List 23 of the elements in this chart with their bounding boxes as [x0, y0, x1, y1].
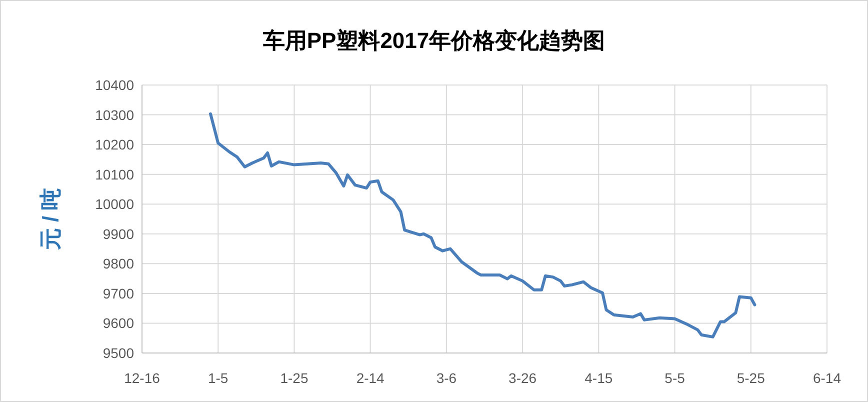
- y-tick-label: 10300: [95, 106, 134, 123]
- x-tick-label: 5-5: [664, 370, 686, 386]
- x-tick-label: 2-14: [356, 370, 385, 386]
- y-tick-label: 9900: [102, 226, 134, 242]
- x-tick-label: 1-5: [208, 370, 228, 386]
- x-tick-label: 3-6: [436, 370, 457, 386]
- x-tick-label: 6-14: [812, 370, 842, 386]
- y-axis-title: 元 / 吨: [38, 188, 63, 252]
- y-tick-label: 10200: [95, 136, 134, 153]
- x-tick-label: 5-25: [736, 370, 766, 386]
- y-tick-label: 10400: [95, 77, 134, 93]
- y-tick-label: 10000: [95, 196, 134, 212]
- y-tick-label: 10100: [95, 166, 134, 182]
- chart-title: 车用PP塑料2017年价格变化趋势图: [262, 28, 606, 53]
- y-tick-label: 9600: [102, 315, 134, 332]
- line-series: [209, 112, 756, 338]
- x-tick-label: 4-15: [584, 370, 613, 386]
- y-tick-label: 9800: [102, 256, 134, 272]
- y-tick-label: 9700: [102, 285, 134, 302]
- x-tick-label: 1-25: [280, 370, 308, 386]
- x-tick-label: 12-16: [124, 370, 160, 386]
- y-tick-label: 9500: [102, 345, 134, 361]
- x-tick-label: 3-26: [508, 370, 537, 386]
